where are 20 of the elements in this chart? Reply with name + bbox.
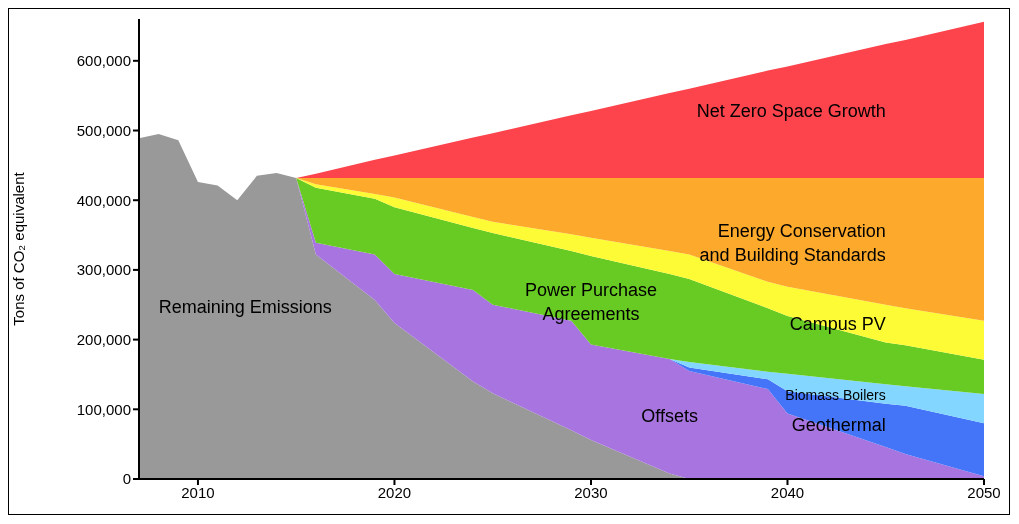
series-label: Geothermal bbox=[791, 415, 886, 436]
y-tick-label: 100,000 bbox=[76, 400, 131, 418]
y-axis-title: Tons of CO₂ equivalent bbox=[10, 171, 28, 326]
x-tick-label: 2030 bbox=[574, 483, 608, 501]
series-label: Biomass Boilers bbox=[785, 386, 886, 403]
series-label: Power Purchase Agreements bbox=[524, 280, 658, 325]
y-tick-label: 500,000 bbox=[76, 121, 131, 139]
y-tick-label: 0 bbox=[122, 470, 131, 488]
x-tick-label: 2040 bbox=[770, 483, 805, 501]
x-tick-label: 2010 bbox=[181, 483, 215, 501]
series-label: Energy Conservation and Building Standards bbox=[699, 221, 886, 266]
y-tick-label: 200,000 bbox=[76, 330, 131, 348]
x-tick-label: 2020 bbox=[377, 483, 412, 501]
x-tick-label: 2050 bbox=[967, 483, 1001, 501]
series-label: Net Zero Space Growth bbox=[696, 101, 886, 121]
y-tick-label: 400,000 bbox=[76, 191, 131, 209]
y-tick-label: 600,000 bbox=[76, 52, 131, 70]
y-tick-label: 300,000 bbox=[76, 261, 131, 279]
series-label: Remaining Emissions bbox=[158, 296, 332, 317]
series-label: Offsets bbox=[641, 406, 698, 427]
